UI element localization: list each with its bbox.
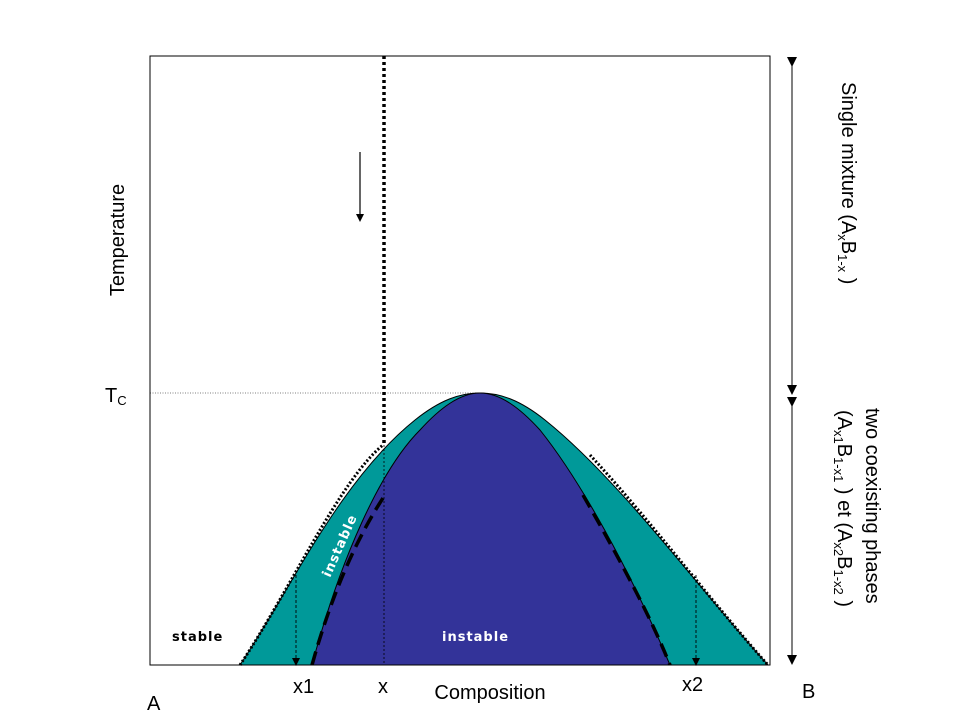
sm-suffix: ) [837, 272, 859, 284]
tp-s2: 1-x1 [831, 457, 846, 482]
two-phases-line2: (Ax1B1-x1 ) et (Ax2B1-x2 ) [831, 410, 855, 607]
tp-p1: (A [833, 410, 855, 431]
tp-p2: B [833, 444, 855, 457]
tp-p4: B [833, 556, 855, 569]
binodal-dotted-curve-right [588, 453, 770, 666]
sm-prefix: Single mixture (A [837, 82, 859, 235]
sm-mid: B [837, 241, 859, 254]
instable-center-label: instable [442, 630, 509, 645]
tp-p5: ) [833, 595, 855, 607]
tp-p3: ) et (A [833, 482, 855, 543]
stable-region-label: stable [172, 630, 223, 645]
tc-label-main: T [105, 385, 117, 407]
tc-label: TC [105, 385, 127, 408]
binodal-dotted-curve [238, 443, 384, 666]
spinodal-dashed-right [581, 494, 672, 666]
composition-axis-label: Composition [434, 682, 545, 704]
tp-s1: x1 [831, 430, 846, 444]
tc-label-sub: C [117, 393, 126, 408]
tp-s3: x2 [831, 542, 846, 556]
spinodal-dashed-left [310, 494, 387, 666]
endpoint-b-label: B [802, 681, 815, 703]
x-label: x [378, 676, 388, 698]
two-phases-line1: two coexisting phases [861, 408, 883, 604]
sm-sub2: 1-x [835, 254, 850, 273]
sm-sub1: x [835, 234, 850, 241]
temperature-axis-label: Temperature [107, 184, 129, 296]
x1-label: x1 [293, 676, 314, 698]
single-mixture-annotation: Single mixture (AxB1-x ) [835, 82, 859, 284]
tp-s4: 1-x2 [831, 569, 846, 594]
x2-label: x2 [682, 674, 703, 696]
endpoint-a-label: A [147, 693, 161, 715]
